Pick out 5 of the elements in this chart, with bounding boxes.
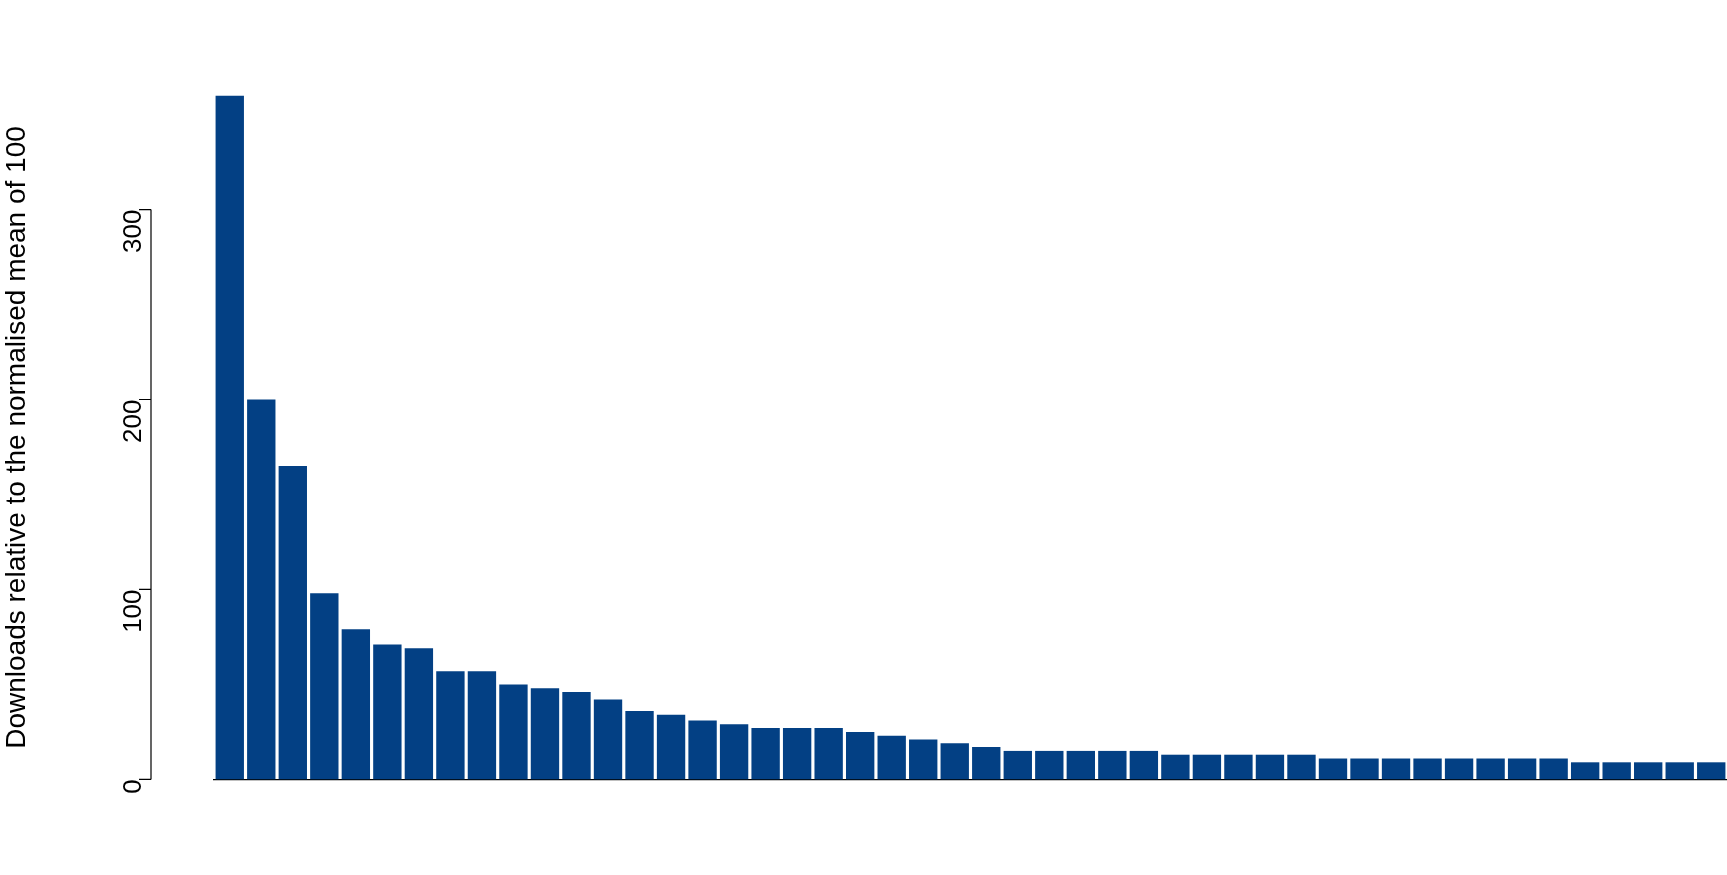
y-tick-label: 200 bbox=[117, 399, 148, 443]
y-tick-label: 300 bbox=[117, 209, 148, 253]
y-tick-label: 100 bbox=[117, 589, 148, 633]
y-axis-title: Downloads relative to the normalised mean of 100 bbox=[0, 126, 31, 749]
y-tick-label: 0 bbox=[117, 779, 148, 794]
